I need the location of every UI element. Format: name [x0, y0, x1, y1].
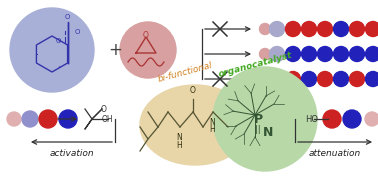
Circle shape [260, 24, 271, 34]
Circle shape [213, 67, 317, 171]
Circle shape [120, 22, 176, 78]
Circle shape [270, 22, 285, 36]
Circle shape [366, 22, 378, 36]
Circle shape [333, 22, 349, 36]
Circle shape [39, 110, 57, 128]
Text: O: O [65, 14, 70, 20]
Circle shape [350, 47, 364, 62]
Circle shape [270, 47, 285, 62]
Circle shape [302, 22, 316, 36]
Circle shape [7, 112, 21, 126]
Circle shape [302, 71, 316, 87]
Text: activation: activation [50, 149, 94, 158]
Text: O: O [101, 105, 107, 114]
Ellipse shape [140, 85, 250, 165]
Text: attenuation: attenuation [309, 149, 361, 158]
Circle shape [302, 47, 316, 62]
Circle shape [365, 112, 378, 126]
Circle shape [10, 8, 94, 92]
Text: N: N [263, 126, 273, 140]
Text: O: O [143, 30, 149, 39]
Circle shape [350, 22, 364, 36]
Text: +: + [108, 41, 122, 59]
Circle shape [270, 71, 285, 87]
Text: O: O [190, 86, 196, 95]
Circle shape [260, 48, 271, 59]
Text: organocatalyst: organocatalyst [217, 51, 293, 79]
Circle shape [350, 71, 364, 87]
Text: bi-functional: bi-functional [156, 60, 214, 84]
Text: ||: || [255, 125, 261, 134]
Text: H: H [209, 125, 215, 134]
Circle shape [260, 73, 271, 85]
Text: N: N [176, 133, 182, 142]
Text: P: P [253, 113, 263, 125]
Circle shape [366, 47, 378, 62]
Circle shape [333, 71, 349, 87]
Circle shape [285, 71, 301, 87]
Text: OH: OH [102, 114, 114, 123]
Text: O: O [55, 38, 60, 44]
Text: N: N [209, 117, 215, 126]
Text: H: H [176, 140, 182, 149]
Circle shape [333, 47, 349, 62]
Circle shape [318, 47, 333, 62]
Circle shape [366, 71, 378, 87]
Text: HO: HO [305, 114, 318, 123]
Circle shape [59, 110, 77, 128]
Circle shape [343, 110, 361, 128]
Circle shape [285, 47, 301, 62]
Circle shape [318, 22, 333, 36]
Circle shape [318, 71, 333, 87]
Text: O: O [74, 28, 80, 34]
Circle shape [22, 111, 38, 127]
Circle shape [323, 110, 341, 128]
Circle shape [285, 22, 301, 36]
